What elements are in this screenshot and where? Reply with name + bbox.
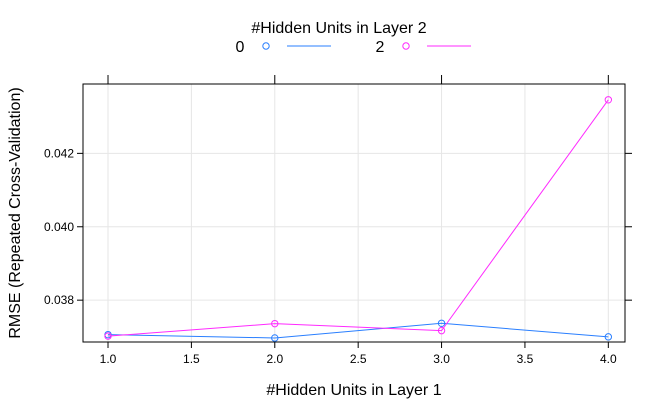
series-line-2	[107, 99, 609, 337]
legend-marker	[262, 42, 270, 50]
plot-frame	[82, 83, 626, 343]
data-point-0	[271, 334, 279, 342]
x-tick-label: 3.0	[433, 352, 450, 366]
gridlines	[83, 84, 625, 342]
legend-item-2: 2	[376, 39, 471, 56]
y-tick-label: 0.038	[44, 293, 74, 307]
data-point-2	[271, 319, 279, 328]
x-tick-label: 2.0	[266, 352, 283, 366]
legend: #Hidden Units in Layer 2 0 2	[236, 20, 471, 56]
data-point-2	[604, 96, 613, 104]
series-line-0	[108, 322, 609, 339]
series-2	[104, 96, 613, 340]
axis-ticks: 1.0 1.5 2.0 2.5 3.0 3.5 4.0 0.038 0.040 0.042	[44, 75, 632, 366]
legend-label: 2	[376, 39, 385, 56]
legend-label: 0	[236, 39, 245, 56]
x-tick-label: 4.0	[600, 352, 617, 366]
legend-title: #Hidden Units in Layer 2	[251, 20, 426, 37]
x-tick-label: 3.5	[517, 352, 534, 366]
data-point-0	[437, 319, 446, 327]
y-axis-label: RMSE (Repeated Cross-Validation)	[7, 87, 24, 338]
legend-marker	[402, 42, 410, 50]
x-tick-label: 2.5	[350, 352, 367, 366]
legend-item-0: 0	[236, 39, 331, 56]
plot-area: 1.0 1.5 2.0 2.5 3.0 3.5 4.0 0.038 0.040 0.042	[44, 75, 632, 366]
x-tick-label: 1.0	[100, 352, 117, 366]
data-point-0	[604, 333, 613, 341]
y-tick-label: 0.040	[44, 220, 74, 234]
data-point-2	[104, 332, 112, 340]
data-point-2	[437, 326, 446, 335]
y-tick-label: 0.042	[44, 146, 74, 160]
x-axis-label: #Hidden Units in Layer 1	[266, 382, 441, 399]
x-tick-label: 1.5	[183, 352, 200, 366]
series-layer	[104, 96, 613, 342]
